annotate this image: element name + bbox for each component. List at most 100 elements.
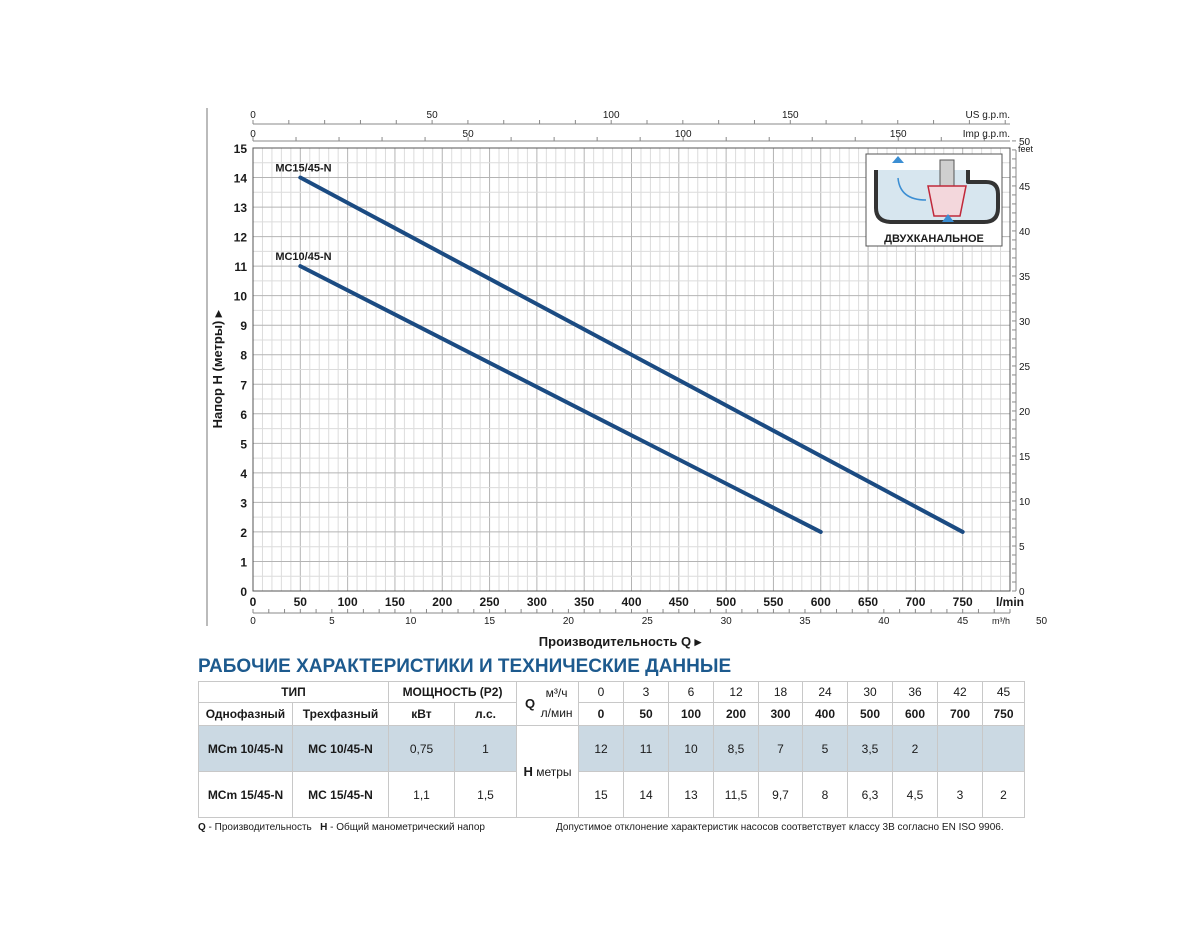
flow-arrow-icon bbox=[897, 177, 927, 201]
table-row: MCm 10/45-N MC 10/45-N 0,75 1 H метры 12… bbox=[198, 725, 1026, 818]
power-header: МОЩНОСТЬ (P2) bbox=[387, 681, 518, 703]
m3h-tick-label: 15 bbox=[484, 616, 496, 627]
power-kw: 1,1 bbox=[388, 771, 455, 818]
x-unit-label: l/min bbox=[996, 595, 1024, 609]
q-lmin-cell: 0 bbox=[578, 702, 625, 726]
y-tick-label: 15 bbox=[234, 142, 248, 156]
y-tick-label: 8 bbox=[240, 349, 247, 363]
q-lmin-cell: 50 bbox=[623, 702, 670, 726]
q-lmin-cell: 600 bbox=[892, 702, 939, 726]
feet-tick-label: 40 bbox=[1019, 227, 1031, 238]
head-value: 13 bbox=[668, 771, 715, 818]
head-value: 5 bbox=[802, 725, 849, 772]
y-tick-label: 10 bbox=[234, 290, 248, 304]
feet-tick-label: 50 bbox=[1019, 137, 1031, 148]
head-value: 3,5 bbox=[847, 725, 894, 772]
feet-tick-label: 0 bbox=[1019, 587, 1025, 598]
q-lmin-cell: 300 bbox=[758, 702, 804, 726]
y-tick-label: 0 bbox=[240, 585, 247, 599]
imp-gpm-tick-label: 150 bbox=[890, 129, 907, 140]
us-gpm-unit: US g.p.m. bbox=[966, 110, 1010, 121]
h-unit: метры bbox=[536, 765, 572, 779]
y-tick-label: 5 bbox=[240, 437, 247, 451]
inset-label: ДВУХКАНАЛЬНОЕ bbox=[884, 233, 984, 245]
x-tick-label: 300 bbox=[527, 595, 547, 609]
x-tick-label: 100 bbox=[338, 595, 358, 609]
type-header: ТИП bbox=[198, 681, 389, 703]
single-phase-header: Однофазный bbox=[198, 702, 293, 726]
q-m3h-cell: 30 bbox=[847, 681, 894, 703]
feet-tick-label: 30 bbox=[1019, 317, 1031, 328]
x-tick-label: 550 bbox=[763, 595, 783, 609]
head-value bbox=[982, 725, 1026, 772]
x-tick-label: 400 bbox=[621, 595, 641, 609]
spec-table: ТИП МОЩНОСТЬ (P2) Q м³/ч л/мин 0 3 6 12 … bbox=[198, 681, 1026, 818]
us-gpm-tick-label: 100 bbox=[603, 110, 620, 121]
q-m3h-cell: 45 bbox=[982, 681, 1026, 703]
head-value: 8 bbox=[802, 771, 849, 818]
footer-q-text: - Производительность bbox=[205, 822, 312, 833]
q-unit-lmin: л/мин bbox=[540, 705, 573, 720]
impeller-icon bbox=[927, 185, 967, 217]
m3h-tick-label: 35 bbox=[799, 616, 811, 627]
feet-tick-label: 20 bbox=[1019, 407, 1031, 418]
model-three: MC 15/45-N bbox=[292, 771, 389, 818]
feet-tick-label: 10 bbox=[1019, 497, 1031, 508]
footer-note: Допустимое отклонение характеристик насо… bbox=[556, 822, 1004, 833]
head-value: 15 bbox=[578, 771, 625, 818]
x-tick-label: 750 bbox=[953, 595, 973, 609]
q-m3h-cell: 36 bbox=[892, 681, 939, 703]
m3h-tick-label: 0 bbox=[250, 616, 256, 627]
y-tick-label: 7 bbox=[240, 378, 247, 392]
head-value bbox=[937, 725, 984, 772]
us-gpm-tick-label: 150 bbox=[782, 110, 799, 121]
y-tick-label: 14 bbox=[234, 172, 248, 186]
power-kw: 0,75 bbox=[388, 725, 455, 772]
x-tick-label: 450 bbox=[669, 595, 689, 609]
power-hp: 1 bbox=[453, 725, 518, 772]
model-single: MCm 15/45-N bbox=[198, 771, 293, 818]
x-tick-label: 650 bbox=[858, 595, 878, 609]
footer-legend: Q - Производительность H - Общий маномет… bbox=[198, 822, 485, 833]
head-value: 11 bbox=[623, 725, 670, 772]
y-tick-label: 1 bbox=[240, 555, 247, 569]
m3h-unit: m³/h bbox=[992, 616, 1010, 626]
head-value: 2 bbox=[982, 771, 1026, 818]
m3h-tick-label: 50 bbox=[1036, 616, 1048, 627]
x-tick-label: 500 bbox=[716, 595, 736, 609]
flow-out-arrow-icon bbox=[892, 156, 904, 163]
x-tick-label: 200 bbox=[432, 595, 452, 609]
curve-mc10-45-n bbox=[298, 264, 823, 534]
y-tick-label: 3 bbox=[240, 496, 247, 510]
feet-unit: feet bbox=[1018, 144, 1034, 154]
footer-h-letter: H bbox=[320, 822, 328, 833]
q-m3h-cell: 0 bbox=[578, 681, 625, 703]
head-value: 6,3 bbox=[847, 771, 894, 818]
q-m3h-cell: 42 bbox=[937, 681, 984, 703]
q-m3h-cell: 18 bbox=[758, 681, 804, 703]
kw-header: кВт bbox=[388, 702, 455, 726]
y-tick-label: 13 bbox=[234, 201, 248, 215]
m3h-tick-label: 5 bbox=[329, 616, 335, 627]
q-lmin-cell: 100 bbox=[668, 702, 715, 726]
head-value: 3 bbox=[937, 771, 984, 818]
curve-label: MC10/45-N bbox=[275, 251, 331, 263]
x-tick-label: 600 bbox=[811, 595, 831, 609]
feet-tick-label: 5 bbox=[1019, 542, 1025, 553]
y-tick-label: 6 bbox=[240, 408, 247, 422]
imp-gpm-tick-label: 50 bbox=[463, 129, 475, 140]
q-m3h-cell: 3 bbox=[623, 681, 670, 703]
q-lmin-cell: 400 bbox=[802, 702, 849, 726]
model-three: MC 10/45-N bbox=[292, 725, 389, 772]
q-label-cell: Q м³/ч л/мин bbox=[516, 681, 580, 726]
head-value: 11,5 bbox=[713, 771, 760, 818]
imp-gpm-tick-label: 0 bbox=[250, 129, 256, 140]
m3h-tick-label: 30 bbox=[721, 616, 733, 627]
x-tick-label: 700 bbox=[905, 595, 925, 609]
m3h-tick-label: 25 bbox=[642, 616, 654, 627]
y-tick-label: 12 bbox=[234, 231, 248, 245]
q-unit-m3h: м³/ч bbox=[545, 685, 568, 700]
section-title: РАБОЧИЕ ХАРАКТЕРИСТИКИ И ТЕХНИЧЕСКИЕ ДАН… bbox=[198, 656, 732, 677]
m3h-tick-label: 45 bbox=[957, 616, 969, 627]
head-value: 7 bbox=[758, 725, 804, 772]
